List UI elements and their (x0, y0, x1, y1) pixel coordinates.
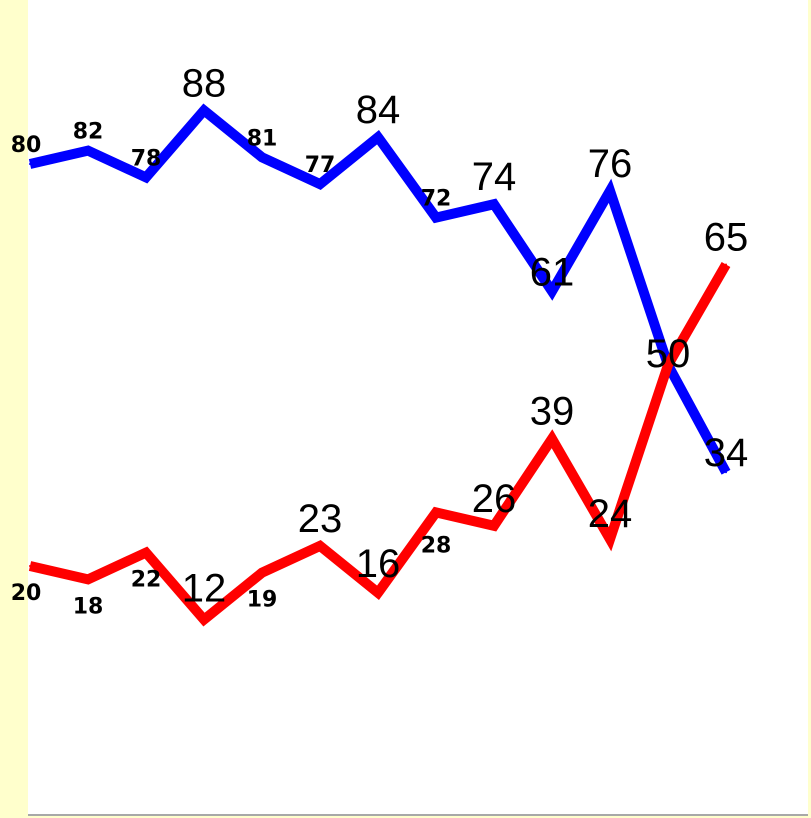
series-1-point (145, 176, 147, 179)
series-2-point (667, 364, 669, 366)
series-1-data-label: 84 (356, 88, 401, 132)
series-1-point (725, 471, 727, 474)
series-1-data-label: 72 (421, 187, 452, 212)
series-1-point (551, 290, 553, 293)
series-2-data-label: 20 (11, 581, 42, 606)
series-2-point (377, 591, 379, 594)
series-1-data-label: 74 (472, 155, 517, 199)
series-2-point (609, 538, 611, 541)
x-axis-baseline (28, 814, 808, 816)
series-1-point (261, 156, 263, 159)
series-2-data-label: 22 (131, 568, 162, 593)
series-2-data-label: 19 (247, 588, 278, 613)
series-1-point (609, 189, 611, 192)
series-2-point (261, 571, 263, 574)
series-2-data-label: 16 (356, 542, 401, 586)
series-2-point (435, 511, 437, 514)
series-1-point (493, 203, 495, 206)
series-1-data-label: 80 (11, 133, 42, 158)
series-2-point (145, 551, 147, 554)
series-1-point (435, 216, 437, 219)
series-2-point (29, 565, 31, 567)
series-2-data-label: 39 (530, 390, 575, 434)
series-1-point (87, 149, 89, 152)
series-2-point (725, 263, 727, 266)
series-2-point (551, 437, 553, 440)
series-1-data-label: 50 (646, 332, 691, 376)
series-1-data-label: 81 (247, 126, 278, 151)
series-1-data-label: 78 (131, 146, 162, 171)
series-1-data-label: 77 (305, 153, 336, 178)
series-2-data-label: 26 (472, 477, 517, 521)
series-2-point (203, 618, 205, 621)
series-2-data-label: 18 (73, 594, 104, 619)
series-1-point (29, 163, 31, 165)
series-2-point (87, 578, 89, 581)
series-2-data-label: 28 (421, 533, 452, 558)
series-1-data-label: 88 (182, 61, 227, 105)
series-1-data-label: 61 (530, 250, 575, 294)
series-1-data-label: 76 (588, 142, 633, 186)
series-2-data-label: 23 (298, 497, 343, 541)
series-2-point (319, 544, 321, 547)
plot-area (28, 0, 808, 814)
series-2-data-label: 65 (704, 216, 749, 260)
series-1-point (203, 109, 205, 112)
series-1-data-label: 34 (704, 431, 749, 475)
series-2-point (493, 524, 495, 527)
series-2-data-label: 24 (588, 492, 633, 536)
series-1-data-label: 82 (73, 120, 104, 145)
series-2-data-label: 12 (182, 567, 227, 611)
series-1-point (319, 183, 321, 186)
series-1-point (377, 136, 379, 139)
